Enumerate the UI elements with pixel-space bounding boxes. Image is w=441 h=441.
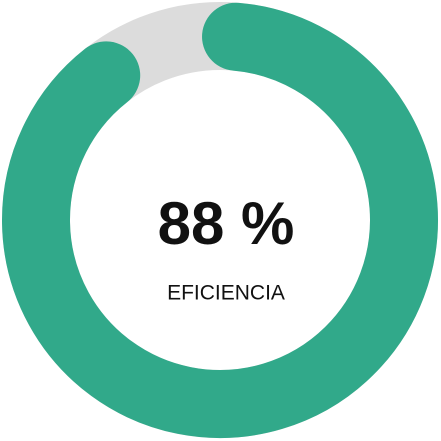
value-arc xyxy=(2,2,438,438)
gauge-label: EFICIENCIA xyxy=(167,282,285,305)
value-label: 88 % xyxy=(158,190,295,257)
